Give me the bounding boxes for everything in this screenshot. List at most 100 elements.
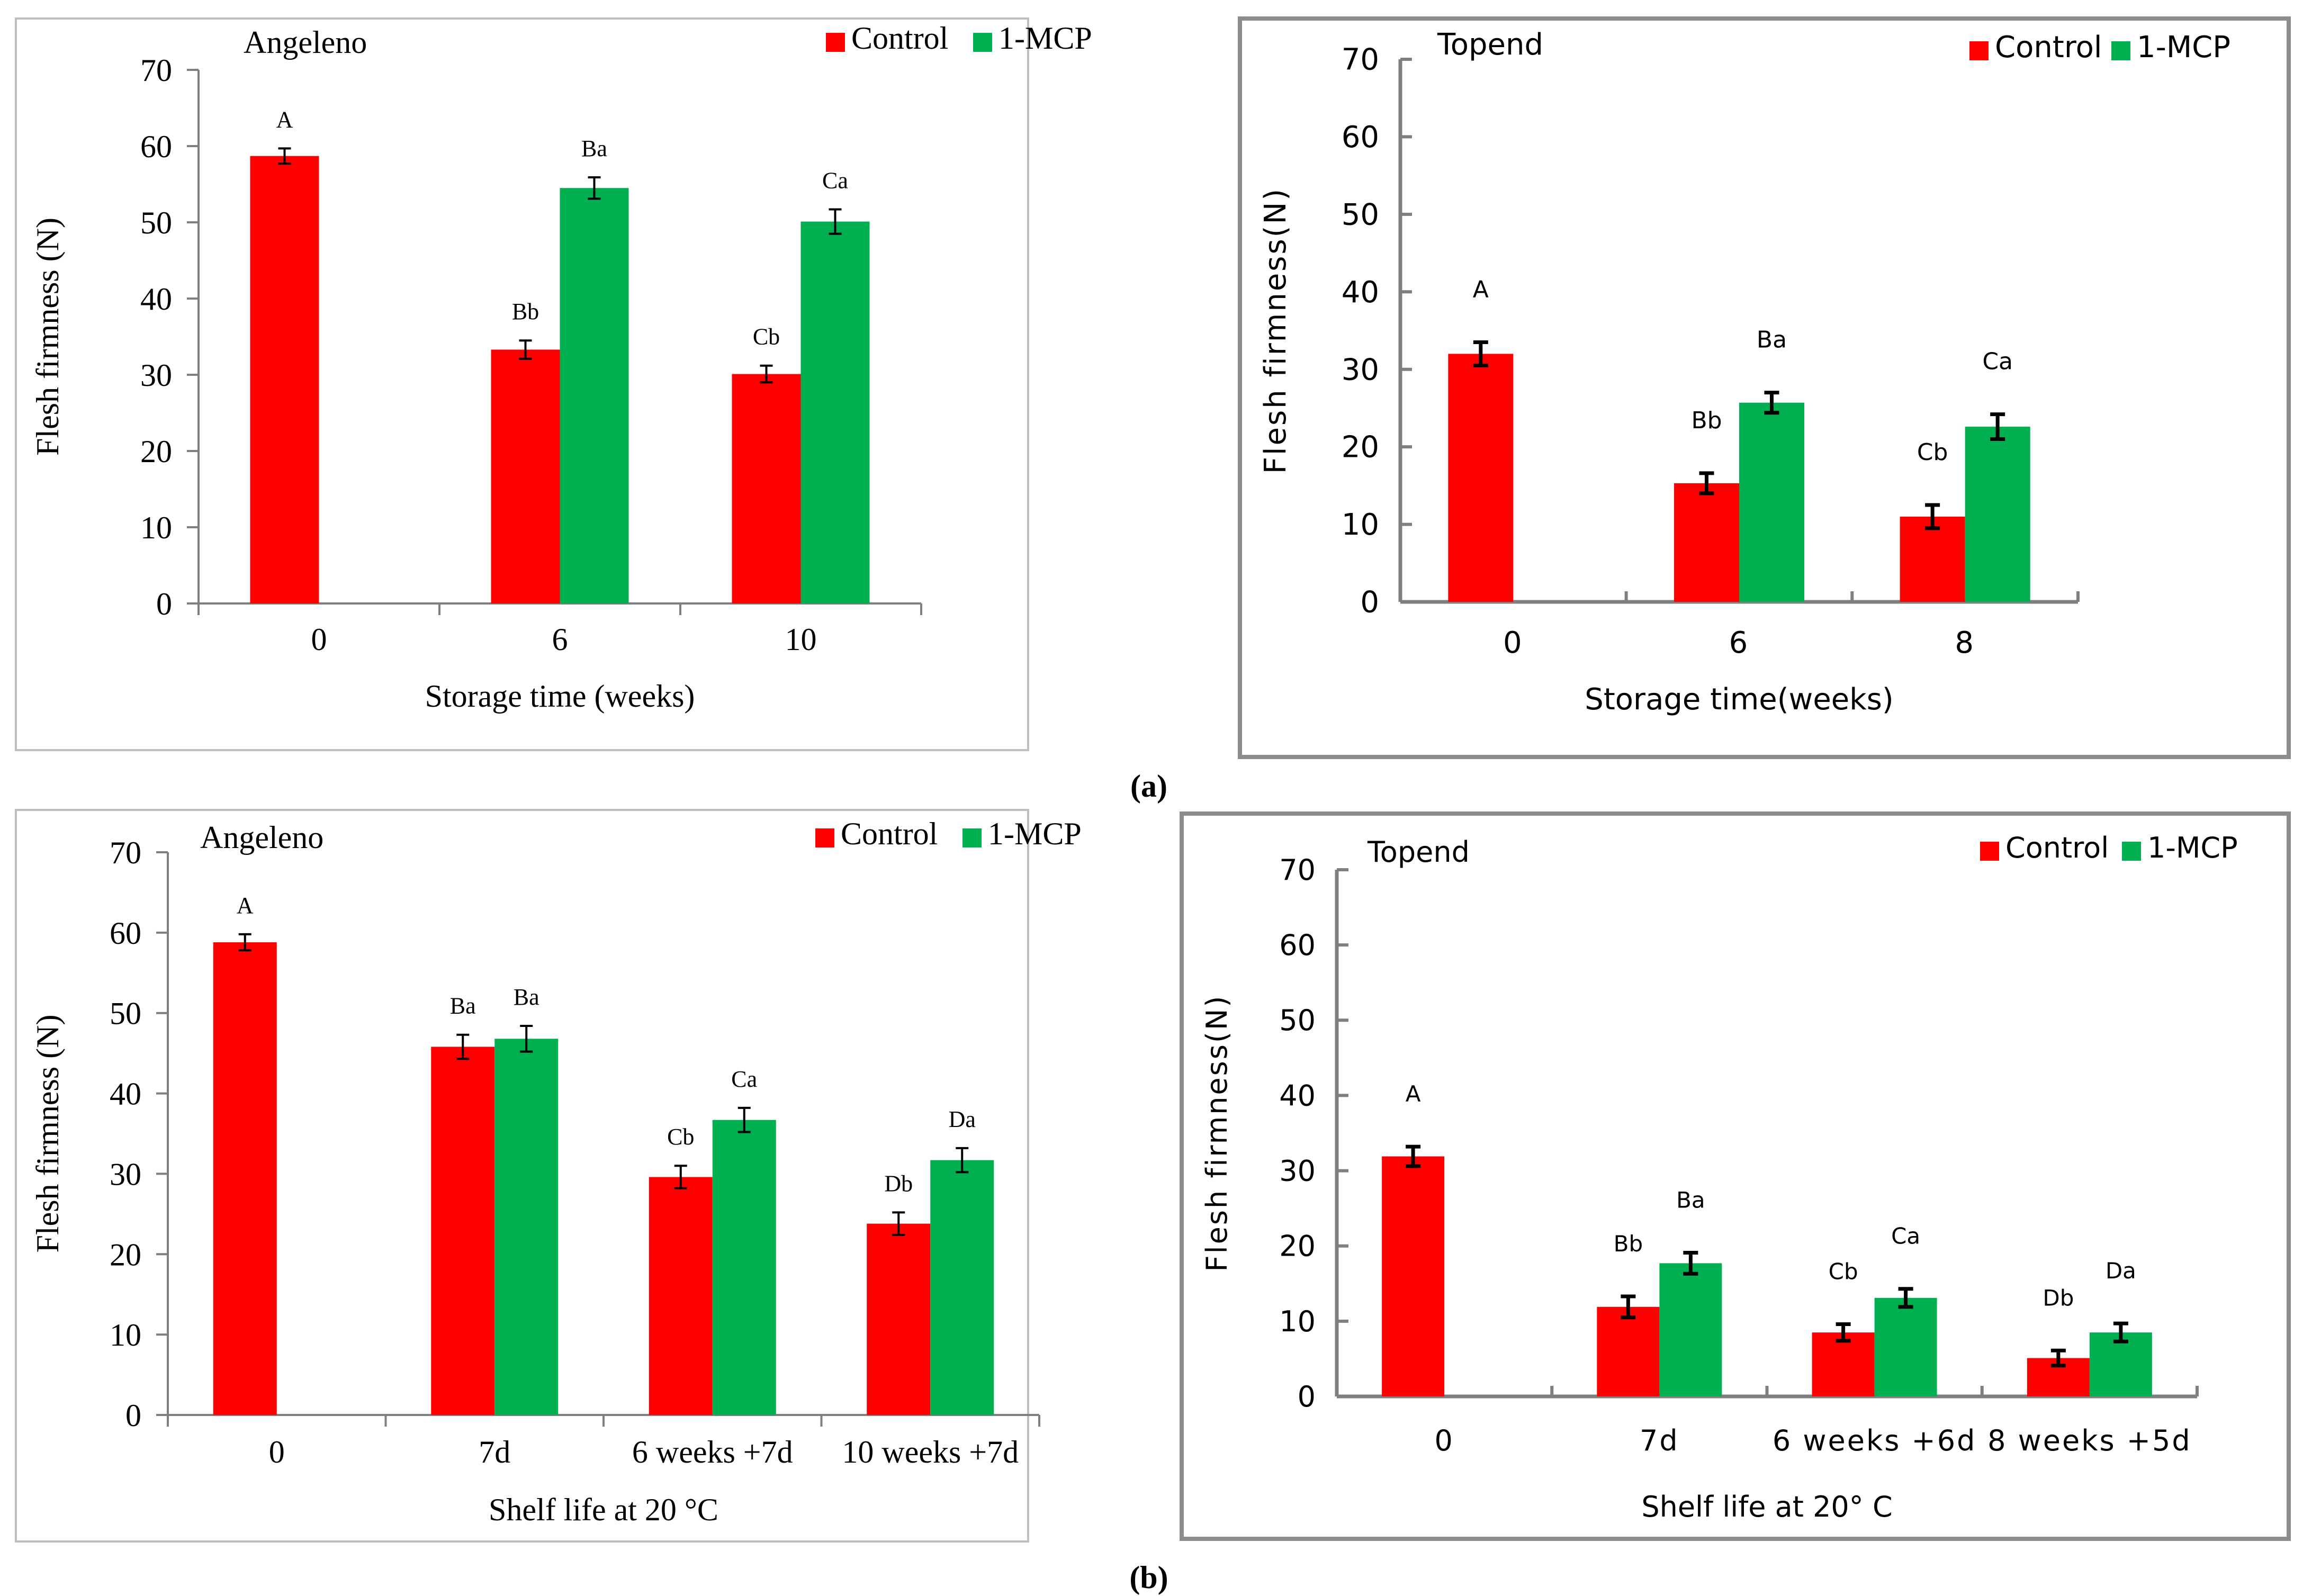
- y-tick-label: 0: [125, 1398, 141, 1433]
- legend-swatch-control: [1980, 842, 1999, 861]
- x-axis-title: Shelf life at 20 °C: [489, 1492, 718, 1527]
- chart-title: Topend: [1367, 835, 1470, 869]
- bar-control: [1597, 1306, 1660, 1396]
- y-tick-label: 0: [1298, 1380, 1316, 1413]
- data-label: Da: [949, 1106, 976, 1132]
- y-tick-label: 20: [110, 1237, 141, 1272]
- bar-control: [491, 349, 560, 603]
- data-label: A: [1473, 276, 1489, 303]
- bar-control: [213, 942, 277, 1415]
- chart-frame: [15, 809, 1029, 1543]
- panel-a-caption: (a): [1130, 769, 1167, 804]
- legend-swatch-control: [815, 828, 834, 847]
- legend: Control 1-MCP: [826, 21, 1092, 56]
- x-tick-label: 7d: [479, 1435, 510, 1469]
- legend-swatch-mcp: [2111, 41, 2130, 60]
- data-label: Ca: [1982, 348, 2013, 375]
- panel-b-caption: (b): [1129, 1560, 1168, 1595]
- chart-title: Angeleno: [244, 25, 367, 60]
- y-tick-label: 10: [110, 1318, 141, 1352]
- y-tick-label: 30: [140, 358, 172, 393]
- x-tick-label: 6 weeks +7d: [632, 1435, 793, 1469]
- chart-frame: [1180, 811, 2291, 1541]
- bar-control: [1812, 1332, 1875, 1396]
- data-label: Bb: [1614, 1231, 1643, 1257]
- x-tick-label: 6 weeks +6d: [1773, 1424, 1977, 1457]
- y-axis-title: Flesh firmness (N): [30, 1015, 65, 1253]
- y-tick-label: 60: [140, 129, 172, 164]
- legend: Control 1-MCP: [1969, 30, 2230, 65]
- x-tick-label: 6: [552, 622, 568, 657]
- y-tick-label: 40: [1279, 1079, 1316, 1112]
- y-tick-label: 70: [110, 835, 141, 870]
- x-tick-label: 0: [1434, 1424, 1454, 1457]
- y-tick-label: 0: [1360, 585, 1379, 620]
- legend-swatch-control: [826, 33, 845, 52]
- x-tick-label: 6: [1729, 626, 1750, 660]
- bar-control: [431, 1047, 495, 1415]
- chart-panel-2: 0 10 20 30 40 50 60 70 0 A 6 Bb Ba 8 Cb Ca Topend Storage…: [1238, 16, 2291, 759]
- bar-control: [1900, 516, 1965, 602]
- legend-label-control: Control: [1995, 30, 2102, 65]
- y-tick-label: 50: [110, 996, 141, 1031]
- y-tick-label: 30: [110, 1157, 141, 1192]
- legend-swatch-mcp: [2122, 842, 2141, 861]
- y-axis-title: Flesh firmness(N): [1200, 995, 1234, 1272]
- legend: Control 1-MCP: [1980, 831, 2238, 864]
- bar-control: [1382, 1156, 1445, 1396]
- y-tick-label: 40: [110, 1077, 141, 1112]
- data-label: Ca: [822, 168, 848, 194]
- y-tick-label: 60: [110, 916, 141, 951]
- bar-mcp: [494, 1039, 559, 1415]
- y-tick-label: 30: [1279, 1154, 1316, 1187]
- chart-frame: [1238, 16, 2291, 759]
- y-tick-label: 50: [1342, 197, 1379, 232]
- data-label: Db: [884, 1170, 913, 1196]
- bar-mcp: [1739, 402, 1804, 602]
- y-tick-label: 10: [1342, 508, 1379, 542]
- bar-control: [1674, 483, 1739, 602]
- data-label: Ca: [1891, 1223, 1920, 1249]
- chart-panel-1: 0 10 20 30 40 50 60 70 0 A 6 Bb Ba 10 Cb Ca Angeleno Stor…: [15, 17, 1092, 751]
- legend-label-mcp: 1-MCP: [988, 816, 1082, 851]
- bar-control: [1448, 354, 1514, 602]
- bar-mcp: [1659, 1263, 1722, 1396]
- x-tick-label: 8 weeks +5d: [1987, 1424, 2192, 1457]
- legend-label-control: Control: [841, 816, 938, 851]
- y-tick-label: 60: [1279, 928, 1316, 962]
- data-label: Bb: [512, 299, 539, 324]
- y-tick-label: 70: [1279, 853, 1316, 887]
- x-tick-label: 10 weeks +7d: [842, 1435, 1019, 1469]
- bar-control: [250, 156, 319, 604]
- legend-label-mcp: 1-MCP: [998, 21, 1092, 56]
- legend-label-mcp: 1-MCP: [2137, 30, 2230, 65]
- bar-control: [732, 374, 801, 603]
- data-label: Ba: [1676, 1187, 1705, 1213]
- y-tick-label: 20: [140, 434, 172, 469]
- y-tick-label: 70: [1342, 43, 1379, 77]
- y-tick-label: 40: [140, 282, 172, 317]
- bar-mcp: [1965, 427, 2030, 602]
- chart-panel-4: 0 10 20 30 40 50 60 70 0 A 7d Bb Ba 6 weeks +6d Cb Ca 8 …: [1180, 811, 2291, 1541]
- x-axis-title: Shelf life at 20° C: [1641, 1490, 1892, 1523]
- data-label: Ba: [450, 993, 476, 1019]
- bar-control: [867, 1223, 931, 1415]
- x-tick-label: 7d: [1640, 1424, 1679, 1457]
- bar-mcp: [930, 1160, 994, 1415]
- y-tick-label: 20: [1342, 430, 1379, 465]
- data-label: Ba: [514, 984, 539, 1010]
- data-label: Ba: [1757, 327, 1787, 354]
- data-label: Da: [2106, 1258, 2136, 1284]
- y-tick-label: 60: [1342, 120, 1379, 155]
- data-label: Cb: [667, 1124, 694, 1150]
- bar-mcp: [560, 188, 629, 603]
- legend-label-mcp: 1-MCP: [2147, 831, 2238, 864]
- x-tick-label: 0: [1503, 626, 1524, 660]
- data-label: Bb: [1691, 407, 1722, 434]
- data-label: Db: [2043, 1285, 2074, 1311]
- data-label: Cb: [1829, 1259, 1858, 1285]
- x-axis-title: Storage time (weeks): [425, 679, 695, 714]
- x-tick-label: 8: [1955, 626, 1975, 660]
- bar-control: [649, 1177, 713, 1415]
